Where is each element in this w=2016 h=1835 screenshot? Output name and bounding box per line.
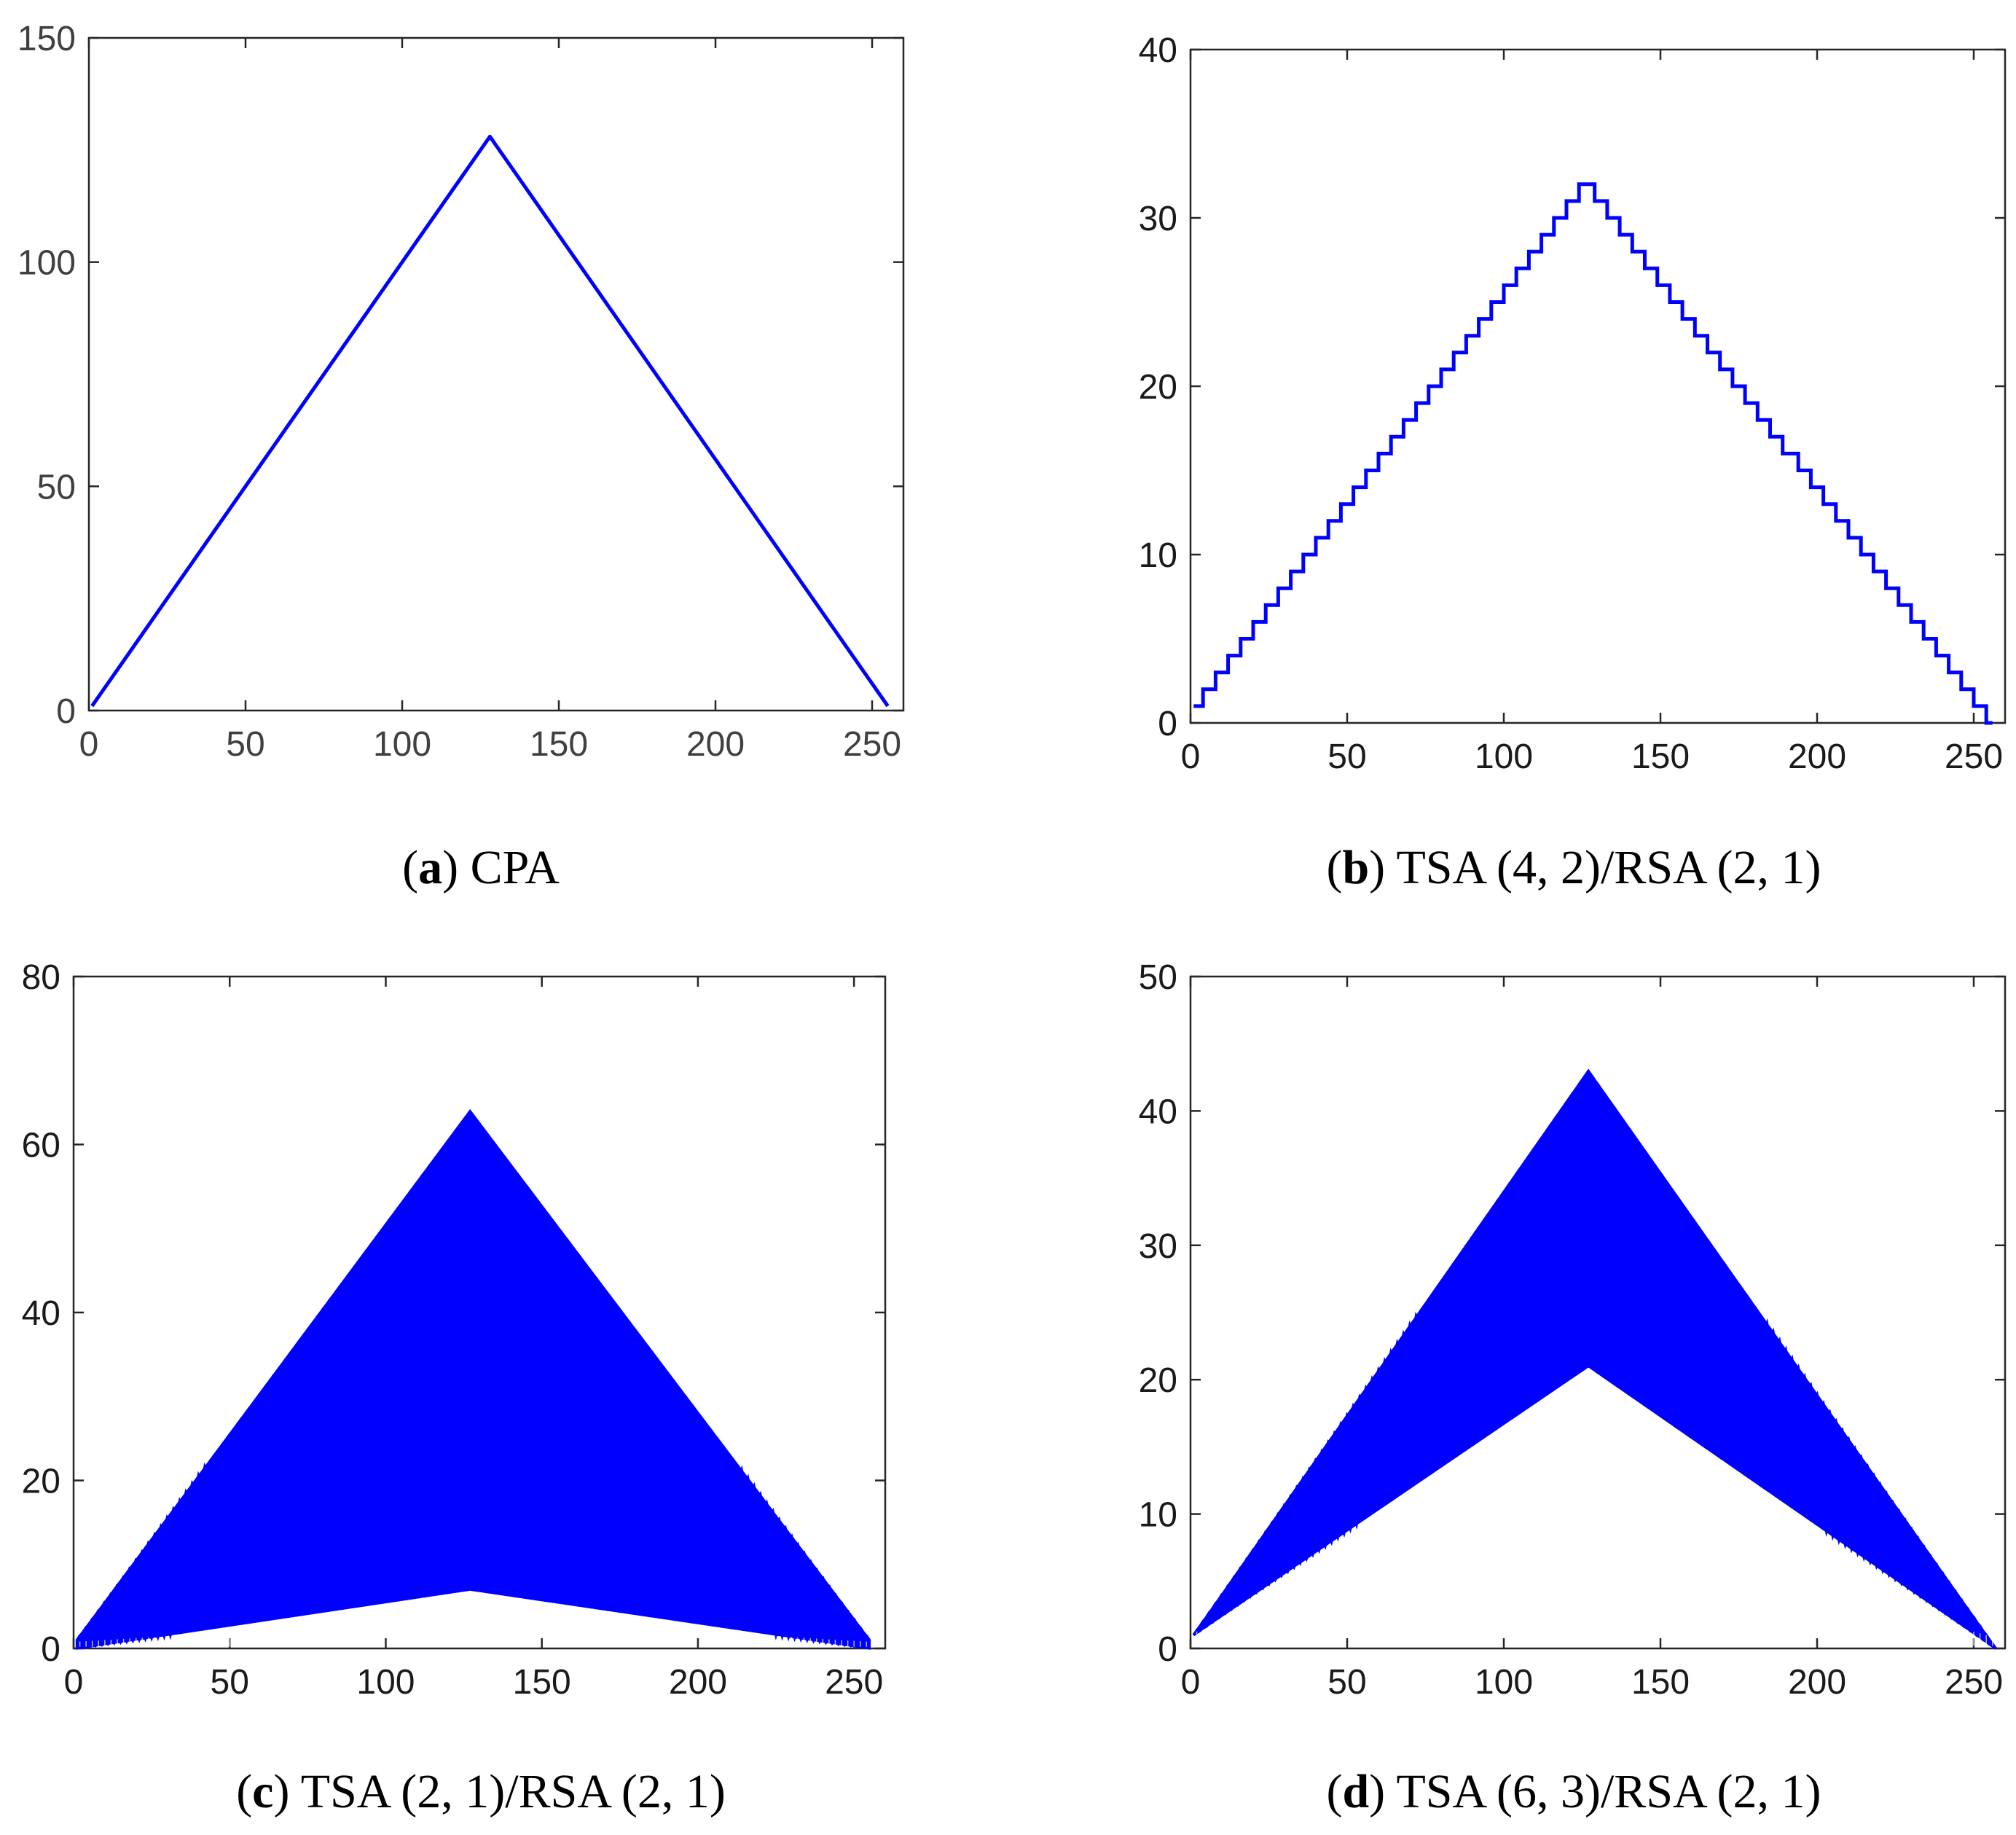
y-tick-label: 10 (1139, 1496, 1177, 1535)
x-tick-label: 200 (1788, 737, 1846, 776)
y-tick-label: 40 (1139, 1092, 1177, 1131)
caption-d-text: TSA (6, 3)/RSA (2, 1) (1396, 1765, 1821, 1818)
y-tick-label: 150 (17, 20, 76, 58)
y-tick-label: 60 (22, 1127, 60, 1165)
y-tick-label: 100 (17, 244, 76, 283)
x-tick-label: 250 (843, 725, 901, 764)
series-line-b (1193, 182, 1993, 725)
x-tick-label: 50 (226, 725, 264, 764)
series-band-c (75, 1108, 871, 1650)
x-tick-label: 0 (1181, 1663, 1201, 1702)
series-line-a (90, 134, 890, 708)
caption-a-text: CPA (471, 841, 560, 894)
y-tick-label: 0 (56, 692, 76, 731)
caption-a: (a) CPA (402, 841, 560, 894)
series-lower-edge-c (76, 1568, 871, 1650)
y-tick-label: 0 (1158, 705, 1177, 743)
y-tick-label: 30 (1139, 1227, 1177, 1266)
plot-frame-d (1189, 975, 2007, 1650)
x-tick-label: 100 (373, 725, 431, 764)
y-tick-label: 50 (37, 468, 76, 506)
caption-d-letter: d (1342, 1765, 1369, 1818)
caption-b: (b) TSA (4, 2)/RSA (2, 1) (1326, 841, 1821, 894)
caption-c-letter: c (252, 1765, 273, 1818)
panel-b: 0 50 100 150 200 250 0 10 20 30 40 (1139, 31, 2007, 776)
x-tick-label: 200 (669, 1663, 727, 1702)
x-tick-label: 200 (686, 725, 745, 764)
caption-c-text: TSA (2, 1)/RSA (2, 1) (301, 1765, 726, 1818)
x-tick-label: 0 (79, 725, 99, 764)
series-lower-edge-d (1193, 1339, 1997, 1650)
plot-frame-a (87, 36, 905, 712)
x-tick-label: 50 (1327, 737, 1366, 776)
series-upper-edge-d (1192, 1074, 1997, 1650)
x-tick-label: 50 (1327, 1663, 1366, 1702)
y-tick-label: 10 (1139, 536, 1177, 575)
x-tick-label: 0 (1181, 737, 1201, 776)
panel-c: 0 50 100 150 200 250 0 20 40 60 80 (22, 958, 887, 1702)
y-tick-label: 50 (1139, 958, 1177, 997)
x-tick-label: 150 (1631, 1663, 1690, 1702)
x-tick-label: 150 (1631, 737, 1690, 776)
x-tick-label: 250 (825, 1663, 883, 1702)
y-tick-label: 0 (41, 1630, 60, 1669)
x-tick-label: 250 (1945, 1663, 2003, 1702)
x-tick-label: 0 (64, 1663, 84, 1702)
series-upper-edge-c (75, 1114, 871, 1642)
caption-b-letter: b (1342, 841, 1369, 894)
plot-frame-b (1189, 48, 2007, 724)
x-tick-label: 150 (530, 725, 588, 764)
caption-b-text: TSA (4, 2)/RSA (2, 1) (1396, 841, 1821, 894)
panel-d: 0 50 100 150 200 250 0 10 20 30 40 50 (1139, 958, 2007, 1702)
caption-a-letter: a (418, 841, 442, 894)
x-tick-label: 250 (1945, 737, 2003, 776)
y-tick-label: 20 (1139, 1361, 1177, 1400)
y-tick-label: 0 (1158, 1630, 1177, 1669)
y-tick-label: 20 (1139, 368, 1177, 407)
caption-d: (d) TSA (6, 3)/RSA (2, 1) (1326, 1765, 1821, 1818)
x-tick-label: 100 (1475, 1663, 1533, 1702)
y-tick-label: 30 (1139, 200, 1177, 238)
x-tick-label: 150 (513, 1663, 571, 1702)
x-tick-label: 100 (1475, 737, 1533, 776)
caption-c: (c) TSA (2, 1)/RSA (2, 1) (236, 1765, 726, 1818)
y-tick-label: 80 (22, 958, 60, 997)
y-tick-label: 40 (22, 1294, 60, 1333)
x-tick-label: 100 (356, 1663, 415, 1702)
x-tick-label: 50 (211, 1663, 249, 1702)
y-tick-label: 20 (22, 1463, 60, 1501)
y-tick-label: 40 (1139, 31, 1177, 70)
x-tick-label: 200 (1788, 1663, 1846, 1702)
panel-a: 0 50 100 150 200 250 0 50 100 150 (17, 20, 905, 764)
